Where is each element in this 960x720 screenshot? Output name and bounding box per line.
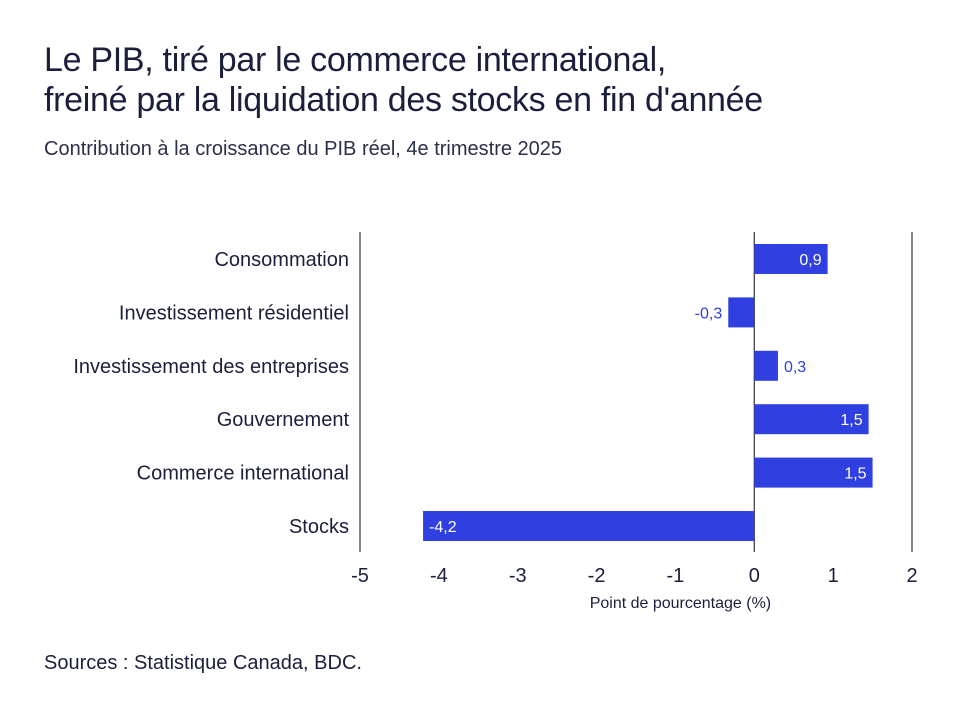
data-label: 0,9 — [799, 252, 821, 269]
data-label: 1,5 — [840, 412, 862, 429]
bar-chart: Consommation 0,9 Investissement résidentie… — [73, 232, 918, 612]
data-label: 0,3 — [784, 359, 806, 376]
bar — [754, 350, 778, 381]
x-tick-label: -3 — [509, 565, 527, 587]
category-label: Commerce international — [137, 463, 349, 485]
bar — [754, 404, 869, 435]
category-label: Investissement résidentiel — [119, 302, 349, 324]
category-label: Consommation — [214, 249, 349, 271]
data-label: -4,2 — [429, 519, 457, 536]
bar — [754, 457, 873, 488]
x-tick-label: -4 — [430, 565, 448, 587]
bar — [728, 297, 755, 328]
category-label: Gouvernement — [217, 409, 350, 431]
source-note: Sources : Statistique Canada, BDC. — [44, 652, 362, 674]
data-label: -0,3 — [695, 305, 723, 322]
x-tick-label: 2 — [906, 565, 917, 587]
x-tick-label: 0 — [749, 565, 760, 587]
bar — [423, 511, 755, 541]
chart-subtitle: Contribution à la croissance du PIB réel… — [44, 138, 563, 160]
x-tick-label: 1 — [828, 565, 839, 587]
category-label: Stocks — [289, 516, 349, 538]
category-label: Investissement des entreprises — [73, 356, 349, 378]
bar — [754, 244, 828, 274]
x-tick-label: -2 — [588, 565, 606, 587]
chart-title: Le PIB, tiré par le commerce internation… — [44, 40, 763, 120]
chart-title-line-1: Le PIB, tiré par le commerce internation… — [44, 41, 667, 79]
chart-title-line-2: freiné par la liquidation des stocks en … — [44, 81, 763, 119]
x-tick-label: -5 — [351, 565, 369, 587]
x-axis-title: Point de pourcentage (%) — [590, 595, 771, 612]
x-tick-label: -1 — [667, 565, 685, 587]
data-label: 1,5 — [844, 466, 866, 483]
